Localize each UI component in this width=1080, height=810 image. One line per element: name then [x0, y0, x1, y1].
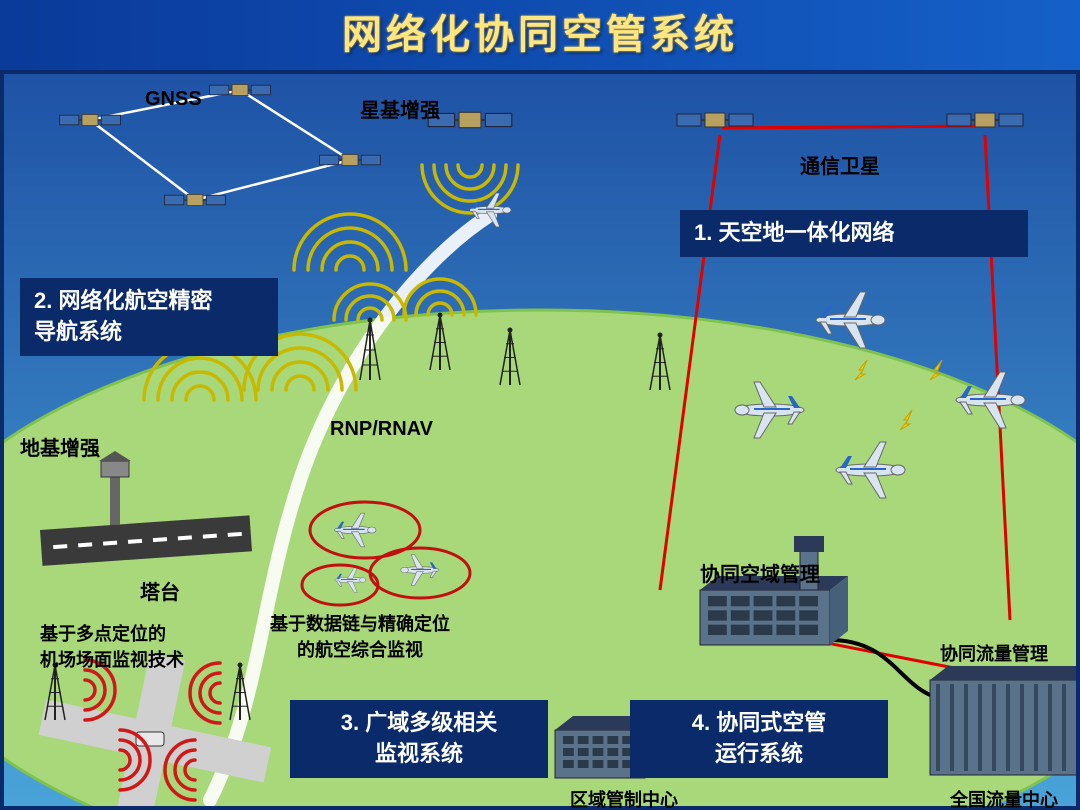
- box2: 2. 网络化航空精密 导航系统: [20, 278, 278, 356]
- page-title: 网络化协同空管系统: [0, 0, 1080, 70]
- box3: 3. 广域多级相关 监视系统: [290, 700, 548, 778]
- label-tower: 塔台: [140, 576, 180, 605]
- label-airspace: 协同空域管理: [700, 558, 820, 587]
- label-commsat: 通信卫星: [800, 150, 880, 179]
- label-flowmgmt: 协同流量管理: [940, 640, 1048, 666]
- label-gbas: 地基增强: [20, 432, 100, 461]
- diagram-stage: 网络化协同空管系统 1. 天空地一体化网络 2. 网络化航空精密 导航系统 3. 广域…: [0, 0, 1080, 810]
- label-nfc: 全国流量中心: [950, 786, 1058, 810]
- label-sbas: 星基增强: [360, 94, 440, 123]
- label-mlat: 基于多点定位的 机场场面监视技术: [40, 620, 184, 672]
- label-gnss: GNSS: [145, 88, 202, 111]
- box1: 1. 天空地一体化网络: [680, 210, 1028, 257]
- label-acc: 区域管制中心: [570, 786, 678, 810]
- label-rnp: RNP/RNAV: [330, 418, 433, 441]
- label-adsb: 基于数据链与精确定位 的航空综合监视: [270, 610, 450, 662]
- box4: 4. 协同式空管 运行系统: [630, 700, 888, 778]
